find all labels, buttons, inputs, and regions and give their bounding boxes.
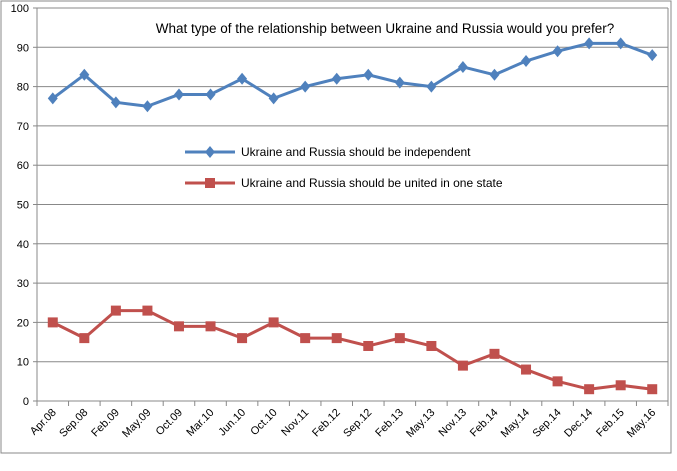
data-point-square bbox=[142, 305, 153, 316]
data-point-square bbox=[173, 321, 184, 332]
data-point-diamond bbox=[205, 88, 216, 101]
data-point-diamond bbox=[552, 45, 563, 58]
y-tick-label: 70 bbox=[17, 121, 29, 133]
data-point-square bbox=[205, 321, 216, 332]
data-point-diamond bbox=[205, 146, 215, 158]
data-point-square bbox=[552, 376, 563, 387]
data-point-diamond bbox=[489, 68, 500, 81]
data-point-diamond bbox=[268, 92, 279, 105]
data-point-diamond bbox=[457, 60, 468, 73]
y-tick-label: 50 bbox=[17, 200, 29, 212]
legend-label: Ukraine and Russia should be united in o… bbox=[241, 176, 503, 190]
y-tick-label: 30 bbox=[17, 278, 29, 290]
series-line bbox=[52, 309, 653, 391]
series-line bbox=[51, 41, 653, 108]
y-tick-label: 100 bbox=[11, 3, 29, 15]
legend-label: Ukraine and Russia should be independent bbox=[241, 145, 471, 159]
data-point-diamond bbox=[237, 72, 248, 85]
data-point-square bbox=[331, 333, 342, 344]
data-point-square bbox=[647, 384, 658, 395]
data-point-square bbox=[426, 340, 437, 351]
data-point-square bbox=[584, 384, 595, 395]
data-point-diamond bbox=[363, 68, 374, 81]
data-point-diamond bbox=[584, 37, 595, 50]
data-point-square bbox=[363, 340, 374, 351]
y-tick-label: 0 bbox=[23, 396, 29, 408]
data-point-diamond bbox=[331, 72, 342, 85]
data-point-square bbox=[268, 317, 279, 328]
data-point-diamond bbox=[142, 100, 153, 113]
y-tick-label: 40 bbox=[17, 239, 29, 251]
data-point-square bbox=[457, 360, 468, 371]
y-tick-label: 80 bbox=[17, 82, 29, 94]
data-point-square bbox=[110, 305, 121, 316]
data-point-diamond bbox=[394, 76, 405, 89]
data-point-square bbox=[615, 380, 626, 391]
data-point-square bbox=[47, 317, 58, 328]
data-point-square bbox=[205, 178, 215, 188]
data-point-diamond bbox=[110, 96, 121, 109]
data-point-diamond bbox=[47, 92, 58, 105]
data-point-square bbox=[394, 333, 405, 344]
data-point-diamond bbox=[615, 37, 626, 50]
data-point-square bbox=[521, 364, 532, 375]
data-point-square bbox=[237, 333, 248, 344]
data-point-square bbox=[300, 333, 311, 344]
data-point-diamond bbox=[173, 88, 184, 101]
y-tick-label: 10 bbox=[17, 357, 29, 369]
data-point-square bbox=[489, 348, 500, 359]
data-point-diamond bbox=[426, 80, 437, 93]
y-tick-label: 90 bbox=[17, 42, 29, 54]
data-point-diamond bbox=[647, 49, 658, 62]
data-point-diamond bbox=[521, 55, 532, 68]
y-tick-label: 20 bbox=[17, 317, 29, 329]
data-point-diamond bbox=[300, 80, 311, 93]
y-tick-label: 60 bbox=[17, 160, 29, 172]
chart-title: What type of the relationship between Uk… bbox=[156, 21, 615, 36]
data-point-square bbox=[79, 333, 90, 344]
data-point-diamond bbox=[79, 68, 90, 81]
